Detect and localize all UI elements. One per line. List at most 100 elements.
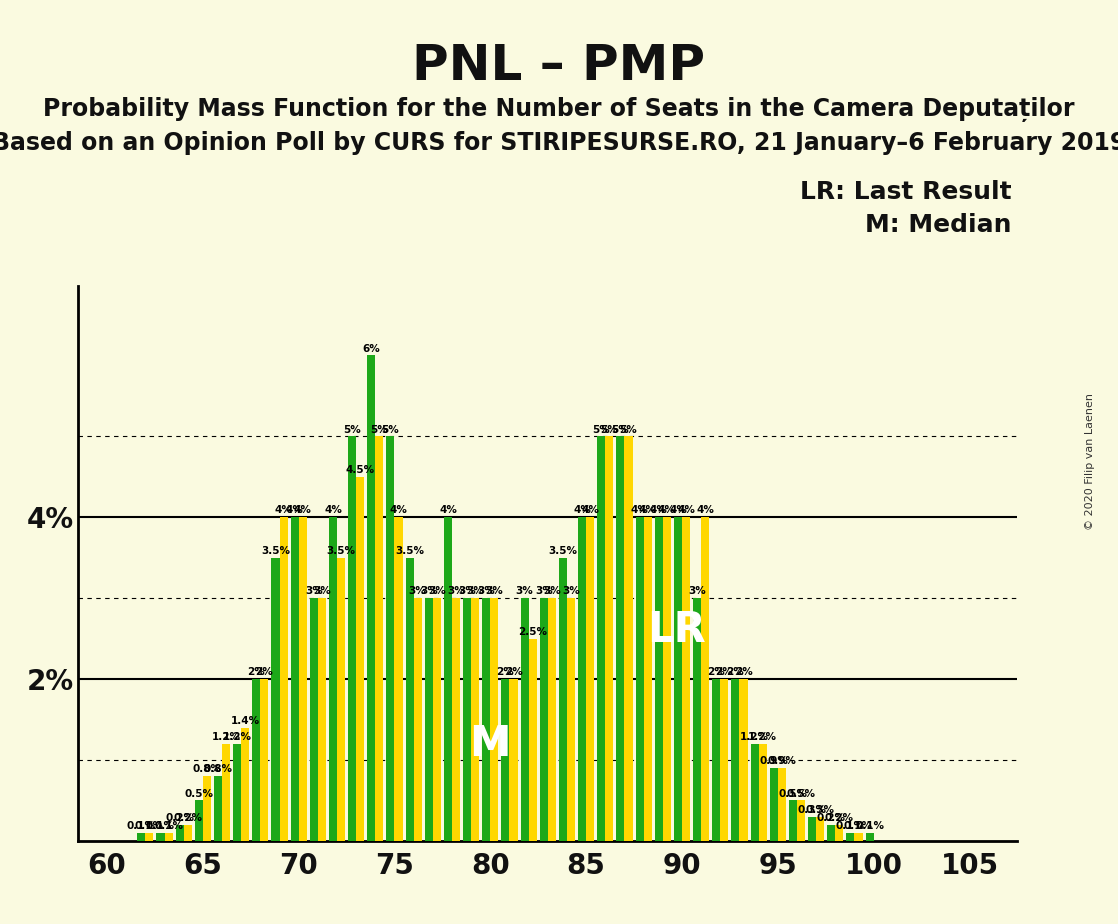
Text: 4%: 4% — [650, 505, 667, 516]
Text: 4%: 4% — [574, 505, 591, 516]
Bar — [157, 833, 164, 841]
Text: LR: LR — [647, 610, 707, 651]
Text: 4%: 4% — [638, 505, 656, 516]
Text: 0.1%: 0.1% — [844, 821, 873, 831]
Bar — [272, 557, 280, 841]
Bar — [865, 833, 873, 841]
Bar — [644, 517, 652, 841]
Text: 3.5%: 3.5% — [549, 546, 578, 556]
Text: 5%: 5% — [593, 424, 610, 434]
Text: © 2020 Filip van Laenen: © 2020 Filip van Laenen — [1086, 394, 1095, 530]
Bar — [318, 598, 325, 841]
Bar — [586, 517, 594, 841]
Bar — [310, 598, 318, 841]
Bar — [299, 517, 306, 841]
Bar — [253, 679, 260, 841]
Text: 5%: 5% — [370, 424, 388, 434]
Bar — [222, 744, 230, 841]
Bar — [471, 598, 480, 841]
Text: 2%: 2% — [504, 667, 522, 677]
Text: 0.2%: 0.2% — [825, 813, 854, 823]
Text: 0.2%: 0.2% — [817, 813, 846, 823]
Bar — [214, 776, 222, 841]
Bar — [234, 744, 241, 841]
Text: 3%: 3% — [466, 587, 484, 596]
Text: 0.3%: 0.3% — [806, 805, 835, 815]
Bar — [739, 679, 748, 841]
Text: 2.5%: 2.5% — [518, 626, 547, 637]
Text: 3%: 3% — [534, 587, 552, 596]
Text: 0.1%: 0.1% — [836, 821, 865, 831]
Text: 4%: 4% — [669, 505, 686, 516]
Bar — [164, 833, 172, 841]
Text: 4%: 4% — [697, 505, 714, 516]
Bar — [827, 824, 835, 841]
Text: 3%: 3% — [428, 587, 446, 596]
Text: LR: Last Result: LR: Last Result — [800, 180, 1012, 204]
Bar — [797, 800, 805, 841]
Bar — [693, 598, 701, 841]
Text: 2%: 2% — [496, 667, 514, 677]
Text: 1.4%: 1.4% — [230, 716, 259, 726]
Bar — [559, 557, 567, 841]
Bar — [636, 517, 644, 841]
Text: PNL – PMP: PNL – PMP — [413, 42, 705, 90]
Text: 0.1%: 0.1% — [146, 821, 176, 831]
Bar — [337, 557, 345, 841]
Text: 0.1%: 0.1% — [855, 821, 884, 831]
Text: 5%: 5% — [612, 424, 629, 434]
Text: 4.5%: 4.5% — [345, 465, 375, 475]
Text: 5%: 5% — [343, 424, 361, 434]
Text: 0.1%: 0.1% — [126, 821, 155, 831]
Bar — [521, 598, 529, 841]
Bar — [491, 598, 499, 841]
Bar — [368, 355, 376, 841]
Bar — [674, 517, 682, 841]
Text: 4%: 4% — [324, 505, 342, 516]
Bar — [414, 598, 421, 841]
Text: 4%: 4% — [657, 505, 675, 516]
Text: 4%: 4% — [275, 505, 293, 516]
Text: 3%: 3% — [515, 587, 533, 596]
Text: 3%: 3% — [458, 587, 476, 596]
Text: 0.8%: 0.8% — [192, 764, 221, 774]
Text: 0.3%: 0.3% — [797, 805, 826, 815]
Bar — [348, 436, 357, 841]
Text: 3%: 3% — [477, 587, 495, 596]
Text: 3%: 3% — [689, 587, 705, 596]
Bar — [425, 598, 433, 841]
Bar — [846, 833, 854, 841]
Text: 0.2%: 0.2% — [165, 813, 195, 823]
Text: M: Median: M: Median — [865, 213, 1012, 237]
Text: 3%: 3% — [543, 587, 561, 596]
Bar — [260, 679, 268, 841]
Text: 2%: 2% — [708, 667, 726, 677]
Text: Probability Mass Function for the Number of Seats in the Camera Deputaților: Probability Mass Function for the Number… — [44, 97, 1074, 122]
Bar — [145, 833, 153, 841]
Bar — [433, 598, 440, 841]
Text: 0.9%: 0.9% — [759, 757, 788, 766]
Text: Based on an Opinion Poll by CURS for STIRIPESURSE.RO, 21 January–6 February 2019: Based on an Opinion Poll by CURS for STI… — [0, 131, 1118, 155]
Text: 4%: 4% — [631, 505, 648, 516]
Text: 3.5%: 3.5% — [395, 546, 424, 556]
Text: 3%: 3% — [305, 587, 323, 596]
Text: 0.5%: 0.5% — [778, 789, 807, 798]
Bar — [138, 833, 145, 841]
Text: 5%: 5% — [600, 424, 618, 434]
Bar — [778, 768, 786, 841]
Bar — [854, 833, 862, 841]
Text: 2%: 2% — [727, 667, 745, 677]
Bar — [406, 557, 414, 841]
Bar — [789, 800, 797, 841]
Bar — [176, 824, 183, 841]
Bar — [759, 744, 767, 841]
Bar — [750, 744, 759, 841]
Bar — [357, 477, 364, 841]
Text: 2%: 2% — [256, 667, 273, 677]
Bar — [731, 679, 739, 841]
Bar — [605, 436, 614, 841]
Text: 1.2%: 1.2% — [748, 732, 777, 742]
Text: 4%: 4% — [581, 505, 599, 516]
Bar — [241, 727, 249, 841]
Bar — [625, 436, 633, 841]
